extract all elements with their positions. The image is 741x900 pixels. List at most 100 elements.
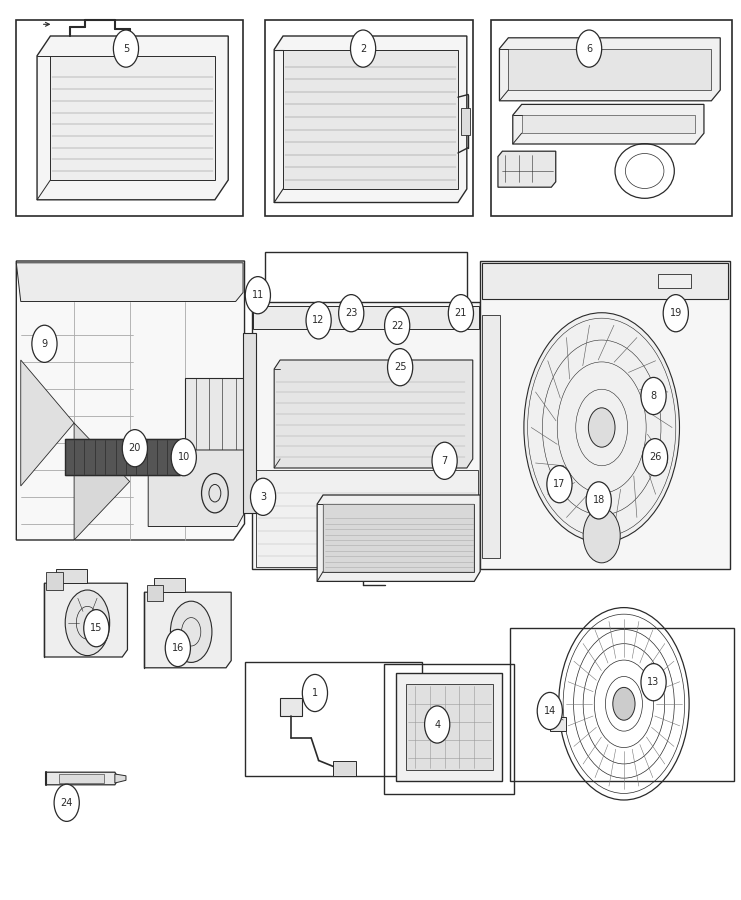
Polygon shape	[406, 684, 493, 770]
Ellipse shape	[165, 629, 190, 667]
Polygon shape	[115, 774, 126, 783]
Ellipse shape	[642, 438, 668, 476]
Bar	[16, 20, 243, 216]
Polygon shape	[354, 310, 372, 340]
Bar	[658, 274, 691, 288]
Polygon shape	[253, 306, 479, 328]
Polygon shape	[16, 263, 243, 302]
Polygon shape	[148, 450, 245, 526]
Polygon shape	[499, 38, 720, 101]
Polygon shape	[16, 261, 245, 540]
Bar	[65, 439, 180, 475]
Polygon shape	[323, 504, 474, 572]
Ellipse shape	[576, 30, 602, 68]
Polygon shape	[144, 592, 231, 668]
Text: 21: 21	[455, 308, 467, 319]
Text: 26: 26	[649, 452, 661, 463]
Ellipse shape	[122, 429, 147, 467]
Polygon shape	[256, 470, 478, 567]
Bar	[265, 20, 473, 216]
Text: 4: 4	[434, 719, 440, 730]
Ellipse shape	[302, 674, 328, 712]
Ellipse shape	[339, 294, 364, 332]
Ellipse shape	[586, 482, 611, 519]
Text: 14: 14	[544, 706, 556, 716]
Polygon shape	[44, 583, 127, 657]
Ellipse shape	[84, 609, 109, 647]
Ellipse shape	[385, 307, 410, 345]
Text: 5: 5	[123, 43, 129, 54]
Text: 11: 11	[252, 290, 264, 301]
Text: 18: 18	[593, 495, 605, 506]
Ellipse shape	[524, 312, 679, 543]
Text: 2: 2	[360, 43, 366, 54]
Ellipse shape	[54, 784, 79, 822]
Text: 7: 7	[442, 455, 448, 466]
Ellipse shape	[113, 30, 139, 68]
Polygon shape	[185, 378, 245, 450]
Polygon shape	[50, 56, 215, 180]
Polygon shape	[513, 104, 704, 144]
Polygon shape	[74, 423, 130, 540]
Text: 8: 8	[651, 391, 657, 401]
Bar	[384, 664, 514, 794]
Text: 24: 24	[61, 797, 73, 808]
Polygon shape	[46, 772, 119, 785]
Polygon shape	[396, 673, 502, 781]
Polygon shape	[482, 263, 728, 299]
Polygon shape	[37, 36, 228, 200]
Text: 20: 20	[129, 443, 141, 454]
Text: 15: 15	[90, 623, 102, 634]
Polygon shape	[522, 115, 695, 133]
Ellipse shape	[583, 508, 620, 562]
Polygon shape	[498, 151, 556, 187]
Polygon shape	[274, 360, 473, 468]
Text: 23: 23	[345, 308, 357, 319]
Text: 16: 16	[172, 643, 184, 653]
Polygon shape	[482, 315, 500, 558]
Ellipse shape	[350, 30, 376, 68]
Ellipse shape	[170, 601, 212, 662]
Text: 3: 3	[260, 491, 266, 502]
Ellipse shape	[641, 377, 666, 415]
Ellipse shape	[537, 692, 562, 730]
Bar	[245, 662, 422, 776]
Polygon shape	[317, 495, 480, 581]
Bar	[550, 717, 566, 731]
Ellipse shape	[613, 688, 635, 720]
Ellipse shape	[65, 590, 110, 655]
Polygon shape	[508, 49, 711, 90]
Ellipse shape	[432, 442, 457, 480]
Polygon shape	[243, 333, 256, 513]
Text: 9: 9	[41, 338, 47, 349]
Text: 12: 12	[313, 315, 325, 326]
Text: 10: 10	[178, 452, 190, 463]
Bar	[510, 628, 734, 781]
Polygon shape	[280, 698, 302, 716]
Bar	[461, 108, 470, 135]
Text: 22: 22	[391, 320, 403, 331]
Polygon shape	[46, 572, 63, 590]
Bar	[491, 20, 732, 216]
Polygon shape	[56, 569, 87, 583]
Polygon shape	[274, 36, 467, 202]
Ellipse shape	[388, 348, 413, 386]
Ellipse shape	[547, 465, 572, 503]
Polygon shape	[333, 760, 356, 776]
Polygon shape	[480, 261, 730, 569]
Text: 19: 19	[670, 308, 682, 319]
Ellipse shape	[641, 663, 666, 701]
Text: 6: 6	[586, 43, 592, 54]
Polygon shape	[252, 302, 480, 569]
Polygon shape	[154, 578, 185, 592]
Text: 25: 25	[394, 362, 406, 373]
Ellipse shape	[250, 478, 276, 516]
Ellipse shape	[171, 438, 196, 476]
Bar	[323, 504, 474, 572]
Ellipse shape	[663, 294, 688, 332]
Ellipse shape	[245, 276, 270, 314]
Ellipse shape	[448, 294, 473, 332]
Text: 17: 17	[554, 479, 565, 490]
Polygon shape	[283, 50, 458, 189]
Polygon shape	[147, 585, 163, 601]
